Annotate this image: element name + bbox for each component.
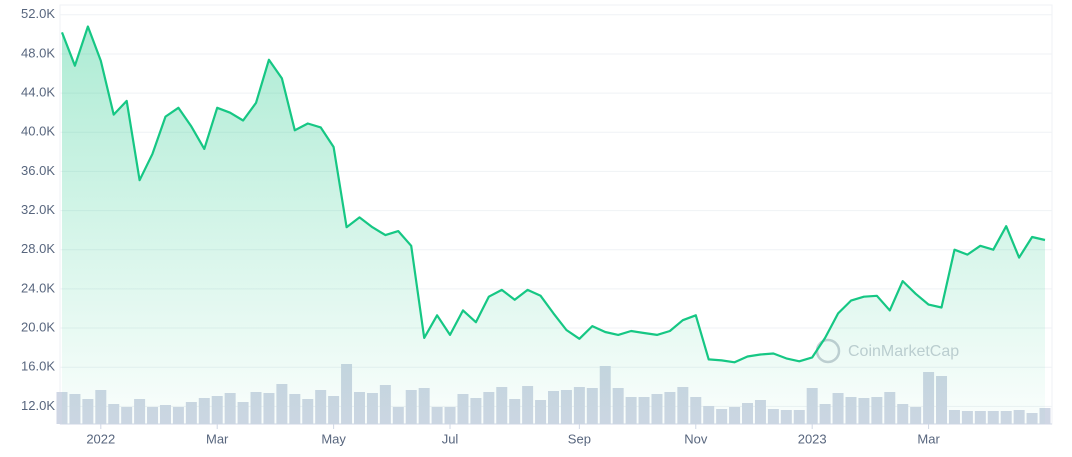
x-tick-label: Sep <box>568 431 591 446</box>
y-tick-label: 40.0K <box>21 124 55 139</box>
y-tick-label: 52.0K <box>21 6 55 21</box>
y-tick-label: 48.0K <box>21 45 55 60</box>
area-fill <box>62 26 1045 424</box>
y-tick-label: 36.0K <box>21 163 55 178</box>
y-tick-label: 12.0K <box>21 398 55 413</box>
x-tick-label: Mar <box>206 431 229 446</box>
x-tick-label: 2023 <box>798 431 827 446</box>
y-tick-label: 32.0K <box>21 202 55 217</box>
x-tick-label: May <box>321 431 346 446</box>
x-tick-label: Jul <box>442 431 459 446</box>
x-tick-label: Mar <box>917 431 940 446</box>
y-tick-label: 16.0K <box>21 359 55 374</box>
price-line <box>60 25 1046 364</box>
x-tick-label: 2022 <box>86 431 115 446</box>
y-tick-label: 44.0K <box>21 85 55 100</box>
y-tick-label: 24.0K <box>21 280 55 295</box>
x-tick-label: Nov <box>684 431 708 446</box>
y-tick-label: 20.0K <box>21 319 55 334</box>
y-tick-label: 28.0K <box>21 241 55 256</box>
